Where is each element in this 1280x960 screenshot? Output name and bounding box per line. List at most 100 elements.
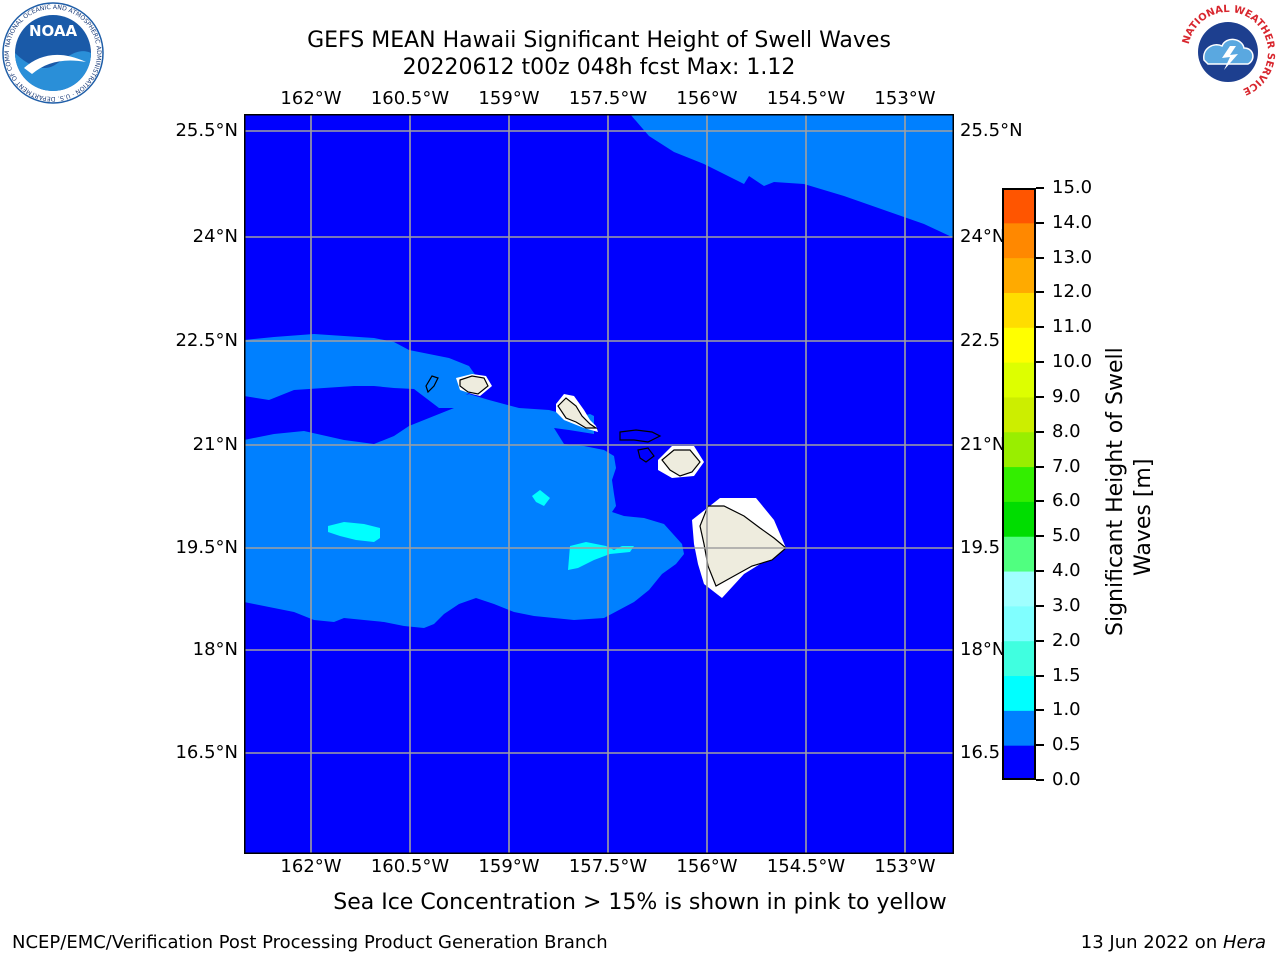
lat-tick-label-left: 22.5°N bbox=[175, 330, 238, 351]
colorbar-tick-mark bbox=[1036, 570, 1044, 573]
lat-tick-label-left: 21°N bbox=[192, 434, 238, 455]
colorbar-tick-mark bbox=[1036, 221, 1044, 224]
lat-tick-label-right: 19.5 bbox=[960, 537, 1001, 558]
island-lanai bbox=[637, 447, 655, 463]
lon-tick-label-top: 154.5°W bbox=[766, 88, 846, 109]
colorbar-tick-mark bbox=[1036, 535, 1044, 538]
colorbar-swatch bbox=[1002, 605, 1036, 642]
lat-tick-label-left: 24°N bbox=[192, 226, 238, 247]
colorbar-tick-mark bbox=[1036, 500, 1044, 503]
colorbar-swatch bbox=[1002, 501, 1036, 537]
colorbar bbox=[1002, 188, 1036, 781]
chart-title-line1: GEFS MEAN Hawaii Significant Height of S… bbox=[307, 28, 891, 53]
graticule bbox=[244, 114, 954, 854]
island-molokai bbox=[619, 429, 662, 443]
colorbar-swatch bbox=[1002, 292, 1036, 328]
colorbar-tick-label: 10.0 bbox=[1052, 351, 1093, 373]
lat-tick-label-right: 24°N bbox=[960, 226, 1006, 247]
colorbar-tick-mark bbox=[1036, 187, 1044, 189]
lon-tick-label-bottom: 162°W bbox=[280, 856, 342, 877]
colorbar-tick-label: 15.0 bbox=[1052, 177, 1093, 198]
colorbar-tick-label: 7.0 bbox=[1052, 455, 1081, 477]
lat-tick-label-right: 16.5 bbox=[960, 742, 1001, 763]
map-frame bbox=[244, 114, 954, 854]
lat-tick-label-left: 16.5°N bbox=[175, 742, 238, 763]
colorbar-tick-mark bbox=[1036, 291, 1044, 294]
island-maui bbox=[661, 449, 701, 477]
lat-tick-label-right: 22.5 bbox=[960, 330, 1001, 351]
colorbar-tick-label: 12.0 bbox=[1052, 281, 1093, 303]
field-band-1.0-1.5-west bbox=[328, 522, 380, 542]
field-band-0.5-1.0-northeast bbox=[630, 114, 954, 238]
lat-tick-label-left: 25.5°N bbox=[175, 120, 238, 141]
footer-date: 13 Jun 2022 on Hera bbox=[1081, 932, 1266, 953]
colorbar-tick-label: 8.0 bbox=[1052, 420, 1081, 442]
colorbar-swatch bbox=[1002, 396, 1036, 433]
colorbar-tick-label: 1.5 bbox=[1052, 664, 1081, 686]
swell-height-map bbox=[244, 114, 954, 854]
island-oahu bbox=[557, 397, 598, 429]
lat-tick-label-right: 21°N bbox=[960, 434, 1006, 455]
colorbar-tick-mark bbox=[1036, 395, 1044, 398]
colorbar-tick-mark bbox=[1036, 674, 1044, 677]
lat-tick-label-right: 25.5°N bbox=[960, 120, 1023, 141]
colorbar-swatch bbox=[1002, 327, 1036, 363]
lon-tick-label-bottom: 157.5°W bbox=[568, 856, 648, 877]
colorbar-swatch bbox=[1002, 257, 1036, 293]
colorbar-swatch bbox=[1002, 675, 1036, 711]
colorbar-tick-label: 9.0 bbox=[1052, 385, 1081, 407]
lon-tick-label-top: 156°W bbox=[676, 88, 738, 109]
noaa-logo: NATIONAL OCEANIC AND ATMOSPHERIC ADMINIS… bbox=[0, 0, 104, 104]
colorbar-tick-mark bbox=[1036, 604, 1044, 607]
colorbar-tick-label: 0.0 bbox=[1052, 769, 1081, 790]
lon-tick-label-top: 160.5°W bbox=[370, 88, 450, 109]
colorbar-tick-label: 2.0 bbox=[1052, 629, 1081, 651]
map-panel bbox=[244, 114, 954, 854]
colorbar-tick-label: 11.0 bbox=[1052, 316, 1093, 338]
colorbar-tick-label: 6.0 bbox=[1052, 490, 1081, 512]
colorbar-swatch bbox=[1002, 710, 1036, 746]
lat-tick-label-left: 19.5°N bbox=[175, 537, 238, 558]
colorbar-swatches bbox=[1002, 188, 1036, 781]
lon-tick-label-top: 162°W bbox=[280, 88, 342, 109]
lon-tick-label-bottom: 156°W bbox=[676, 856, 738, 877]
lon-tick-label-bottom: 159°W bbox=[478, 856, 540, 877]
field-band-1.0-1.5-south bbox=[568, 542, 634, 570]
sea-ice-note: Sea Ice Concentration > 15% is shown in … bbox=[333, 890, 947, 915]
colorbar-label-line2: Waves [m] bbox=[1131, 458, 1156, 576]
colorbar-tick-mark bbox=[1036, 256, 1044, 259]
lon-tick-label-top: 157.5°W bbox=[568, 88, 648, 109]
field-band-1.0-1.5-small bbox=[532, 490, 550, 506]
colorbar-tick-label: 4.0 bbox=[1052, 560, 1081, 582]
footer-date-text: 13 Jun 2022 on bbox=[1080, 932, 1223, 953]
colorbar-swatch bbox=[1002, 466, 1036, 502]
nws-logo: NATIONAL WEATHER SERVICE bbox=[1178, 2, 1278, 102]
lon-tick-label-bottom: 160.5°W bbox=[370, 856, 450, 877]
colorbar-frame bbox=[1002, 188, 1036, 780]
footer-host: Hera bbox=[1222, 932, 1266, 953]
colorbar-tick-label: 3.0 bbox=[1052, 594, 1081, 616]
colorbar-swatch bbox=[1002, 745, 1036, 781]
colorbar-tick-mark bbox=[1036, 465, 1044, 468]
colorbar-tick-mark bbox=[1036, 709, 1044, 712]
colorbar-tick-mark bbox=[1036, 326, 1044, 329]
colorbar-swatch bbox=[1002, 640, 1036, 677]
colorbar-tick-mark bbox=[1036, 744, 1044, 747]
lon-tick-label-bottom: 154.5°W bbox=[766, 856, 846, 877]
island-kauai bbox=[459, 375, 489, 395]
lat-tick-label-right: 18°N bbox=[960, 639, 1006, 660]
colorbar-tick-mark bbox=[1036, 361, 1044, 364]
chart-title-line2: 20220612 t00z 048h fcst Max: 1.12 bbox=[402, 55, 796, 80]
colorbar-label-line1: Significant Height of Swell bbox=[1103, 347, 1128, 636]
lat-tick-label-left: 18°N bbox=[192, 639, 238, 660]
footer-branch: NCEP/EMC/Verification Post Processing Pr… bbox=[12, 932, 608, 953]
colorbar-tick-mark bbox=[1036, 639, 1044, 642]
island-niihau bbox=[425, 375, 439, 394]
colorbar-tick-label: 0.5 bbox=[1052, 734, 1081, 756]
colorbar-swatch bbox=[1002, 431, 1036, 468]
colorbar-tick-label: 1.0 bbox=[1052, 699, 1081, 721]
colorbar-tick-label: 14.0 bbox=[1052, 211, 1093, 233]
colorbar-tick-label: 13.0 bbox=[1052, 246, 1093, 268]
colorbar-swatch bbox=[1002, 222, 1036, 259]
lon-tick-label-top: 159°W bbox=[478, 88, 540, 109]
